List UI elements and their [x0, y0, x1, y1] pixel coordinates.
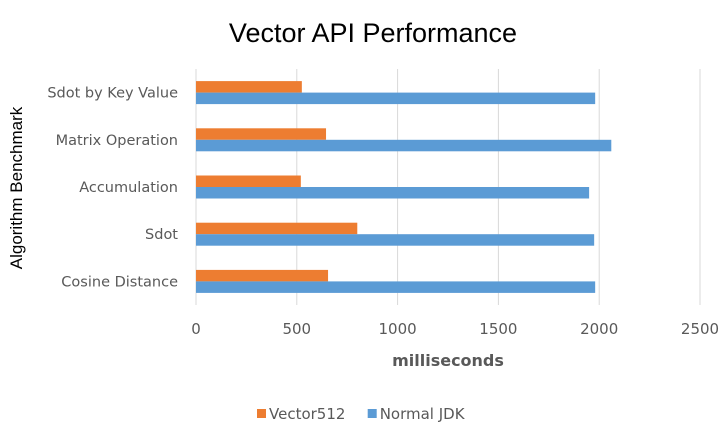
x-tick-500: 500 [282, 320, 311, 338]
category-labels: Sdot by Key Value Matrix Operation Accumul… [47, 86, 178, 291]
legend-label-vector512: Vector512 [269, 405, 345, 423]
x-axis-label: milliseconds [392, 351, 504, 370]
legend-swatch-normal-jdk [367, 409, 377, 418]
chart-title: Vector API Performance [229, 18, 517, 48]
bar-vector512-matrix-operation [196, 128, 327, 140]
category-label-cosine-distance: Cosine Distance [61, 274, 178, 290]
category-label-sdot: Sdot [145, 227, 178, 243]
legend-label-normal-jdk: Normal JDK [380, 405, 466, 423]
category-label-matrix-operation: Matrix Operation [56, 133, 178, 149]
legend: Vector512 Normal JDK [257, 405, 466, 423]
bar-vector512-sdot-by-key-value [196, 81, 302, 93]
bar-normal-jdk-sdot-by-key-value [196, 92, 596, 105]
x-tick-0: 0 [191, 320, 201, 338]
bar-normal-jdk-cosine-distance [196, 281, 596, 293]
bar-vector512-sdot [196, 222, 358, 235]
y-axis-label: Algorithm Benchmark [7, 106, 26, 269]
bar-vector512-accumulation [196, 175, 301, 187]
category-label-sdot-by-key-value: Sdot by Key Value [47, 86, 178, 102]
x-tick-2500: 2500 [681, 320, 719, 338]
x-tick-2000: 2000 [580, 320, 618, 338]
bar-normal-jdk-accumulation [196, 187, 590, 199]
bar-vector512-cosine-distance [196, 269, 329, 282]
bar-normal-jdk-matrix-operation [196, 139, 612, 152]
bars [196, 81, 612, 293]
bar-normal-jdk-sdot [196, 234, 595, 246]
x-tick-1000: 1000 [379, 320, 417, 338]
x-tick-1500: 1500 [479, 320, 517, 338]
legend-swatch-vector512 [257, 409, 266, 418]
x-tick-labels: 0 500 1000 1500 2000 2500 [191, 320, 719, 338]
category-label-accumulation: Accumulation [79, 180, 178, 196]
